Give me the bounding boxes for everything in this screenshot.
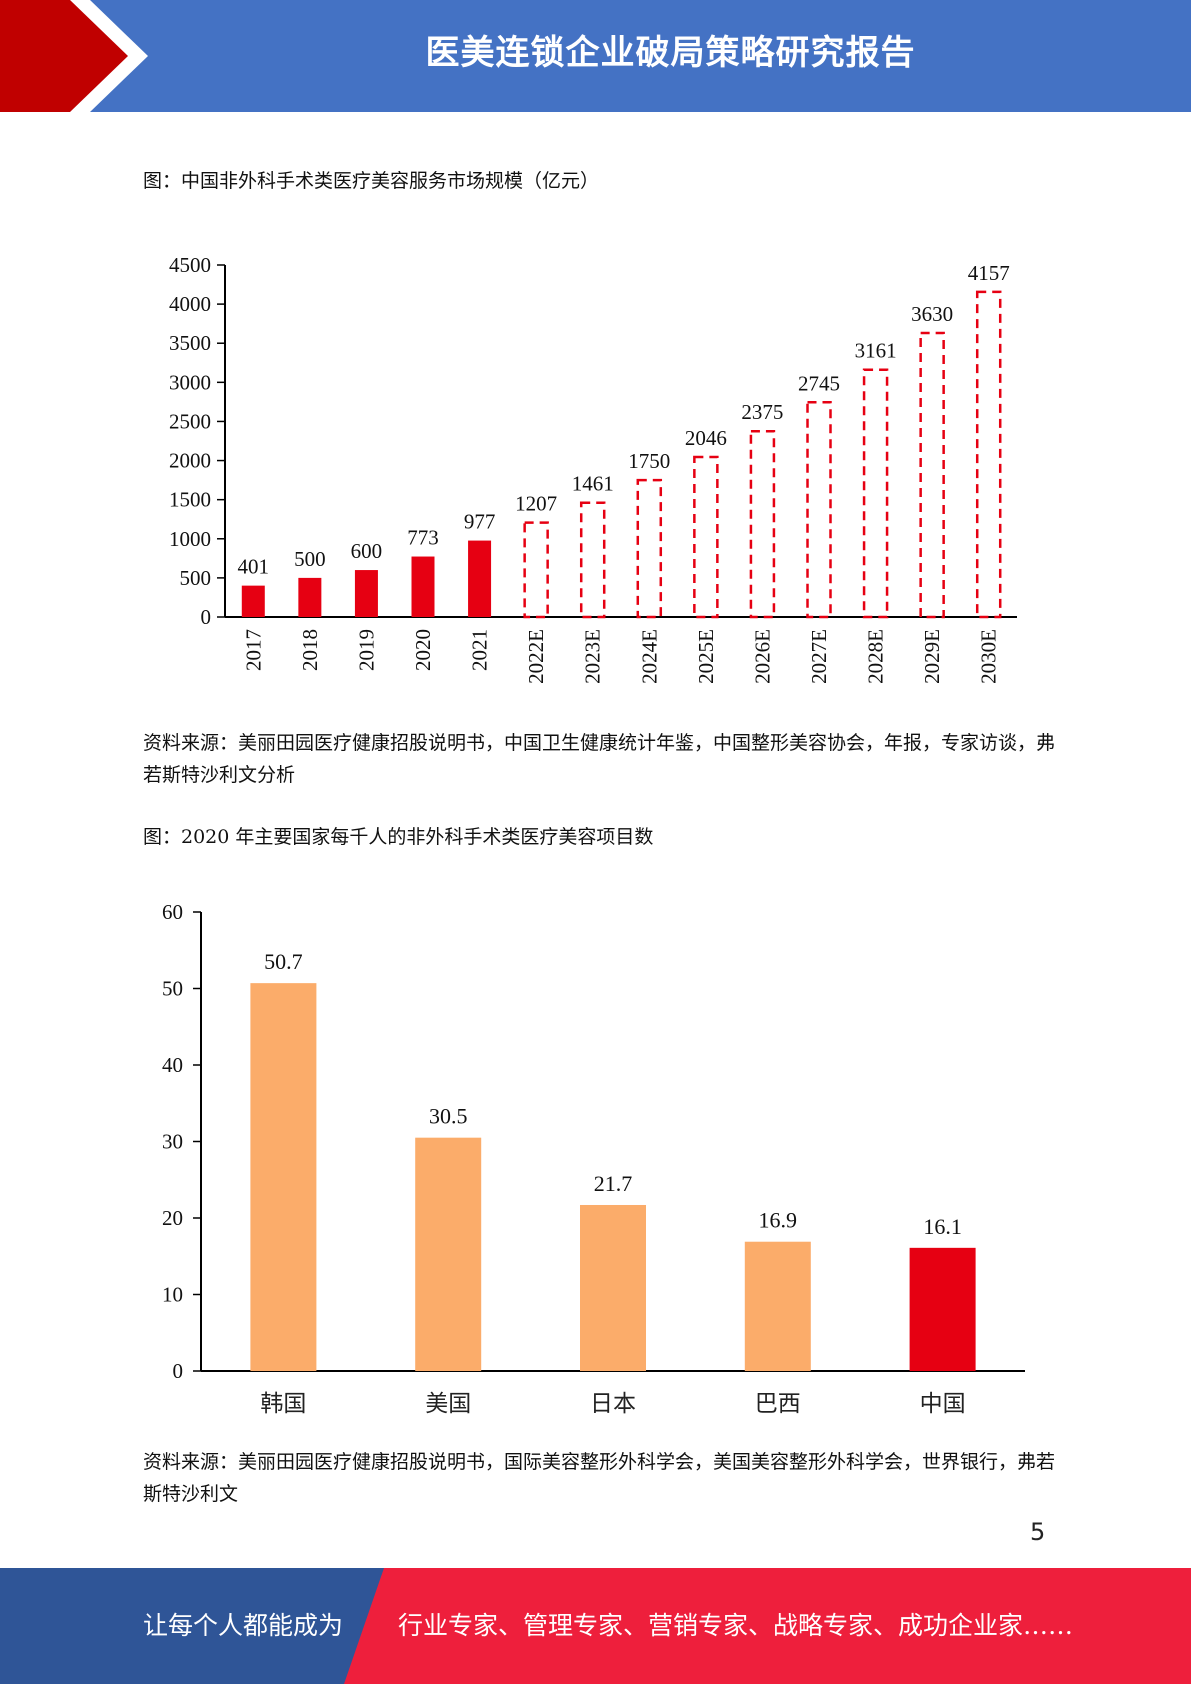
footer-background — [0, 1568, 1191, 1684]
x-tick-label: 2019 — [354, 629, 378, 671]
actual-bar — [468, 540, 492, 617]
x-tick-label: 韩国 — [260, 1391, 306, 1416]
data-label: 401 — [238, 555, 270, 579]
country-bar — [580, 1204, 646, 1371]
estimated-bar — [806, 401, 832, 619]
data-label: 1750 — [628, 449, 670, 473]
x-tick-label: 2025E — [694, 629, 718, 684]
data-label: 3161 — [855, 339, 897, 363]
footer-slogan-left: 让每个人都能成为 — [143, 1611, 344, 1640]
country-bar — [250, 983, 317, 1371]
data-label: 16.1 — [923, 1214, 962, 1239]
figure1-caption: 图：中国非外科手术类医疗美容服务市场规模（亿元） — [143, 170, 600, 192]
estimated-bar — [919, 331, 945, 619]
data-label: 1207 — [515, 492, 557, 516]
actual-bar — [298, 577, 322, 617]
data-label: 21.7 — [594, 1171, 633, 1196]
y-tick-label: 10 — [162, 1283, 183, 1307]
data-label: 3630 — [911, 302, 953, 326]
actual-bar — [411, 556, 435, 617]
x-tick-label: 2027E — [807, 629, 831, 684]
figure2-caption: 图：2020 年主要国家每千人的非外科手术类医疗美容项目数 — [143, 826, 654, 848]
y-tick-label: 500 — [180, 566, 212, 590]
y-tick-label: 0 — [173, 1359, 184, 1383]
country-bar — [744, 1241, 811, 1371]
data-label: 50.7 — [264, 949, 303, 974]
header-red-arrow — [0, 0, 148, 112]
data-label: 500 — [294, 547, 326, 571]
page-footer: 让每个人都能成为 行业专家、管理专家、营销专家、战略专家、成功企业家…… — [0, 1568, 1191, 1684]
y-tick-label: 30 — [162, 1130, 183, 1154]
estimated-bar — [579, 501, 606, 619]
x-tick-label: 美国 — [425, 1391, 471, 1416]
y-tick-label: 3500 — [169, 331, 211, 355]
x-tick-label: 2018 — [298, 629, 322, 671]
x-tick-label: 2023E — [581, 629, 605, 684]
market-size-chart: 0 500 1000 1500 2000 2500 3000 3500 4000 4500 401 2… — [169, 253, 1017, 684]
y-tick-label: 2000 — [169, 449, 211, 473]
country-bar — [909, 1247, 976, 1371]
data-label: 2375 — [741, 400, 783, 424]
x-tick-label: 中国 — [920, 1391, 966, 1416]
page-number: 5 — [1030, 1518, 1046, 1546]
y-tick-label: 4000 — [169, 292, 211, 316]
figure1-source: 资料来源：美丽田园医疗健康招股说明书，中国卫生健康统计年鉴，中国整形美容协会，年… — [143, 732, 1056, 786]
x-tick-label: 2026E — [750, 629, 774, 684]
y-tick-label: 1000 — [169, 527, 211, 551]
estimated-bar — [636, 478, 663, 619]
x-tick-label: 日本 — [590, 1391, 636, 1416]
x-tick-label: 2030E — [977, 629, 1001, 684]
report-title: 医美连锁企业破局策略研究报告 — [425, 33, 916, 73]
page-header: 医美连锁企业破局策略研究报告 — [0, 0, 1191, 112]
data-label: 30.5 — [429, 1104, 468, 1129]
y-tick-label: 1500 — [169, 488, 211, 512]
y-tick-label: 40 — [162, 1053, 183, 1077]
data-label: 977 — [464, 510, 496, 534]
y-tick-label: 20 — [162, 1206, 183, 1230]
per-thousand-procedures-chart: 0 10 20 30 40 50 60 50.7 韩国 30.5 美国 21.7 日本 16.9 巴西 16.… — [162, 900, 1025, 1416]
data-label: 600 — [351, 539, 383, 563]
data-label: 773 — [407, 526, 439, 550]
estimated-bar — [523, 521, 549, 619]
x-tick-label: 2029E — [920, 629, 944, 684]
estimated-bar — [975, 290, 1002, 619]
data-label: 16.9 — [759, 1208, 798, 1233]
y-tick-label: 0 — [201, 605, 212, 629]
x-tick-label: 2021 — [468, 629, 492, 671]
data-label: 2745 — [798, 371, 840, 395]
y-tick-label: 60 — [162, 900, 183, 924]
x-tick-label: 2017 — [241, 629, 265, 671]
x-tick-label: 2028E — [864, 629, 888, 684]
y-tick-label: 4500 — [169, 253, 211, 277]
x-tick-label: 2022E — [524, 629, 548, 684]
figure2-source: 资料来源：美丽田园医疗健康招股说明书，国际美容整形外科学会，美国美容整形外科学会… — [143, 1451, 1056, 1505]
x-tick-label: 巴西 — [755, 1391, 801, 1416]
data-label: 2046 — [685, 426, 727, 450]
footer-slogan-right: 行业专家、管理专家、营销专家、战略专家、成功企业家…… — [398, 1611, 1074, 1640]
country-bar — [415, 1137, 482, 1371]
y-tick-label: 3000 — [169, 370, 211, 394]
estimated-bar — [693, 455, 719, 619]
data-label: 4157 — [968, 261, 1010, 285]
x-tick-label: 2024E — [637, 629, 661, 684]
y-tick-label: 50 — [162, 977, 183, 1001]
actual-bar — [354, 570, 378, 617]
actual-bar — [241, 585, 265, 617]
y-tick-label: 2500 — [169, 409, 211, 433]
x-tick-label: 2020 — [411, 629, 435, 671]
data-label: 1461 — [572, 472, 614, 496]
